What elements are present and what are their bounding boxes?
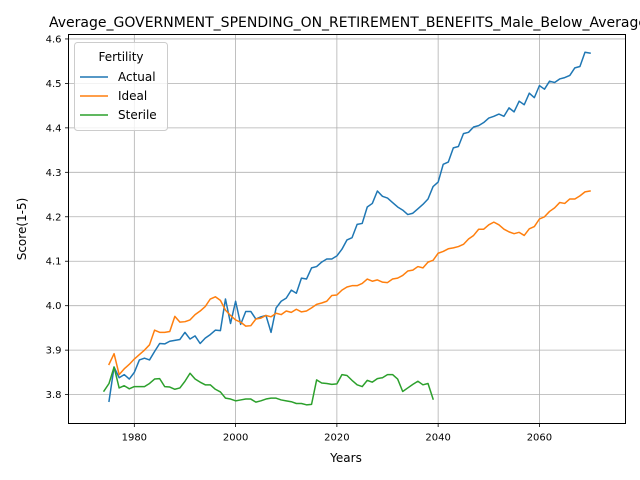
y-tick-label: 4.5 [46,79,62,90]
y-tick-label: 3.8 [46,390,62,401]
chart-title: Average_GOVERNMENT_SPENDING_ON_RETIREMEN… [49,15,640,31]
series-line-ideal [108,190,591,376]
x-tick-label: 2020 [324,433,349,444]
series-lines [102,51,591,406]
x-tick-label: 2040 [425,433,450,444]
y-tick-label: 4.6 [46,34,62,45]
y-tick-label: 4.2 [46,212,62,223]
axis-ticks: 1980 2000 2020 2040 2060 3.8 3.9 4.0 4.1 4.2 4.3 4.… [46,34,553,443]
legend-title: Fertility [98,50,143,64]
series-line-actual [108,51,591,403]
x-tick-label: 2060 [527,433,552,444]
y-axis-label: Score(1-5) [15,198,29,261]
x-axis-label: Years [329,451,362,465]
y-tick-label: 4.3 [46,168,62,179]
series-line-sterile [102,366,435,406]
y-tick-label: 4.1 [46,257,62,268]
legend-box [74,42,168,131]
legend: Fertility Actual Ideal Sterile [74,42,168,131]
legend-label-sterile: Sterile [118,108,157,122]
x-tick-label: 1980 [122,433,147,444]
legend-entries: Actual Ideal Sterile [80,70,157,122]
plot-area-frame [68,34,626,424]
legend-label-ideal: Ideal [118,89,147,103]
y-tick-label: 3.9 [46,346,62,357]
y-tick-label: 4.4 [46,123,62,134]
x-tick-label: 2000 [223,433,248,444]
y-tick-label: 4.0 [46,301,62,312]
gridlines [68,34,626,424]
legend-label-actual: Actual [118,70,156,84]
